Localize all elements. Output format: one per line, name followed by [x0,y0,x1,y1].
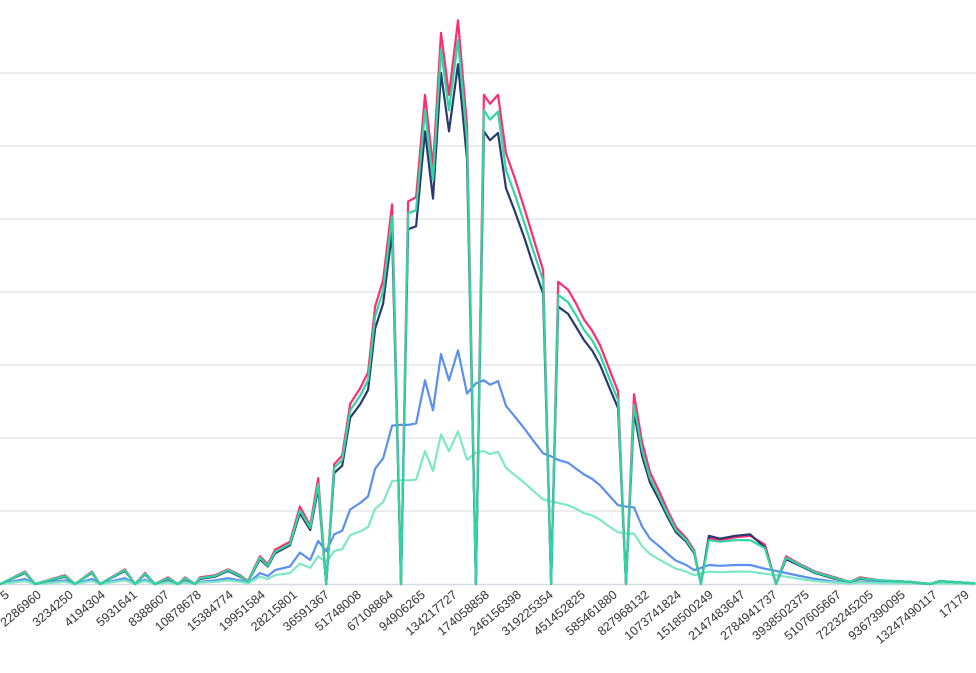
x-tick-label: 17179 [936,588,972,621]
gridlines [0,72,976,512]
series-navy-line [0,63,976,586]
series-lines [0,19,976,586]
series-blue-line [0,349,976,586]
series-light-teal-line [0,430,976,586]
x-tick-labels: 5228696032342504194304593164183886071087… [0,588,972,647]
series-green-line [0,38,976,586]
series-red-line [0,19,976,586]
x-tick-label: 5 [0,588,12,603]
